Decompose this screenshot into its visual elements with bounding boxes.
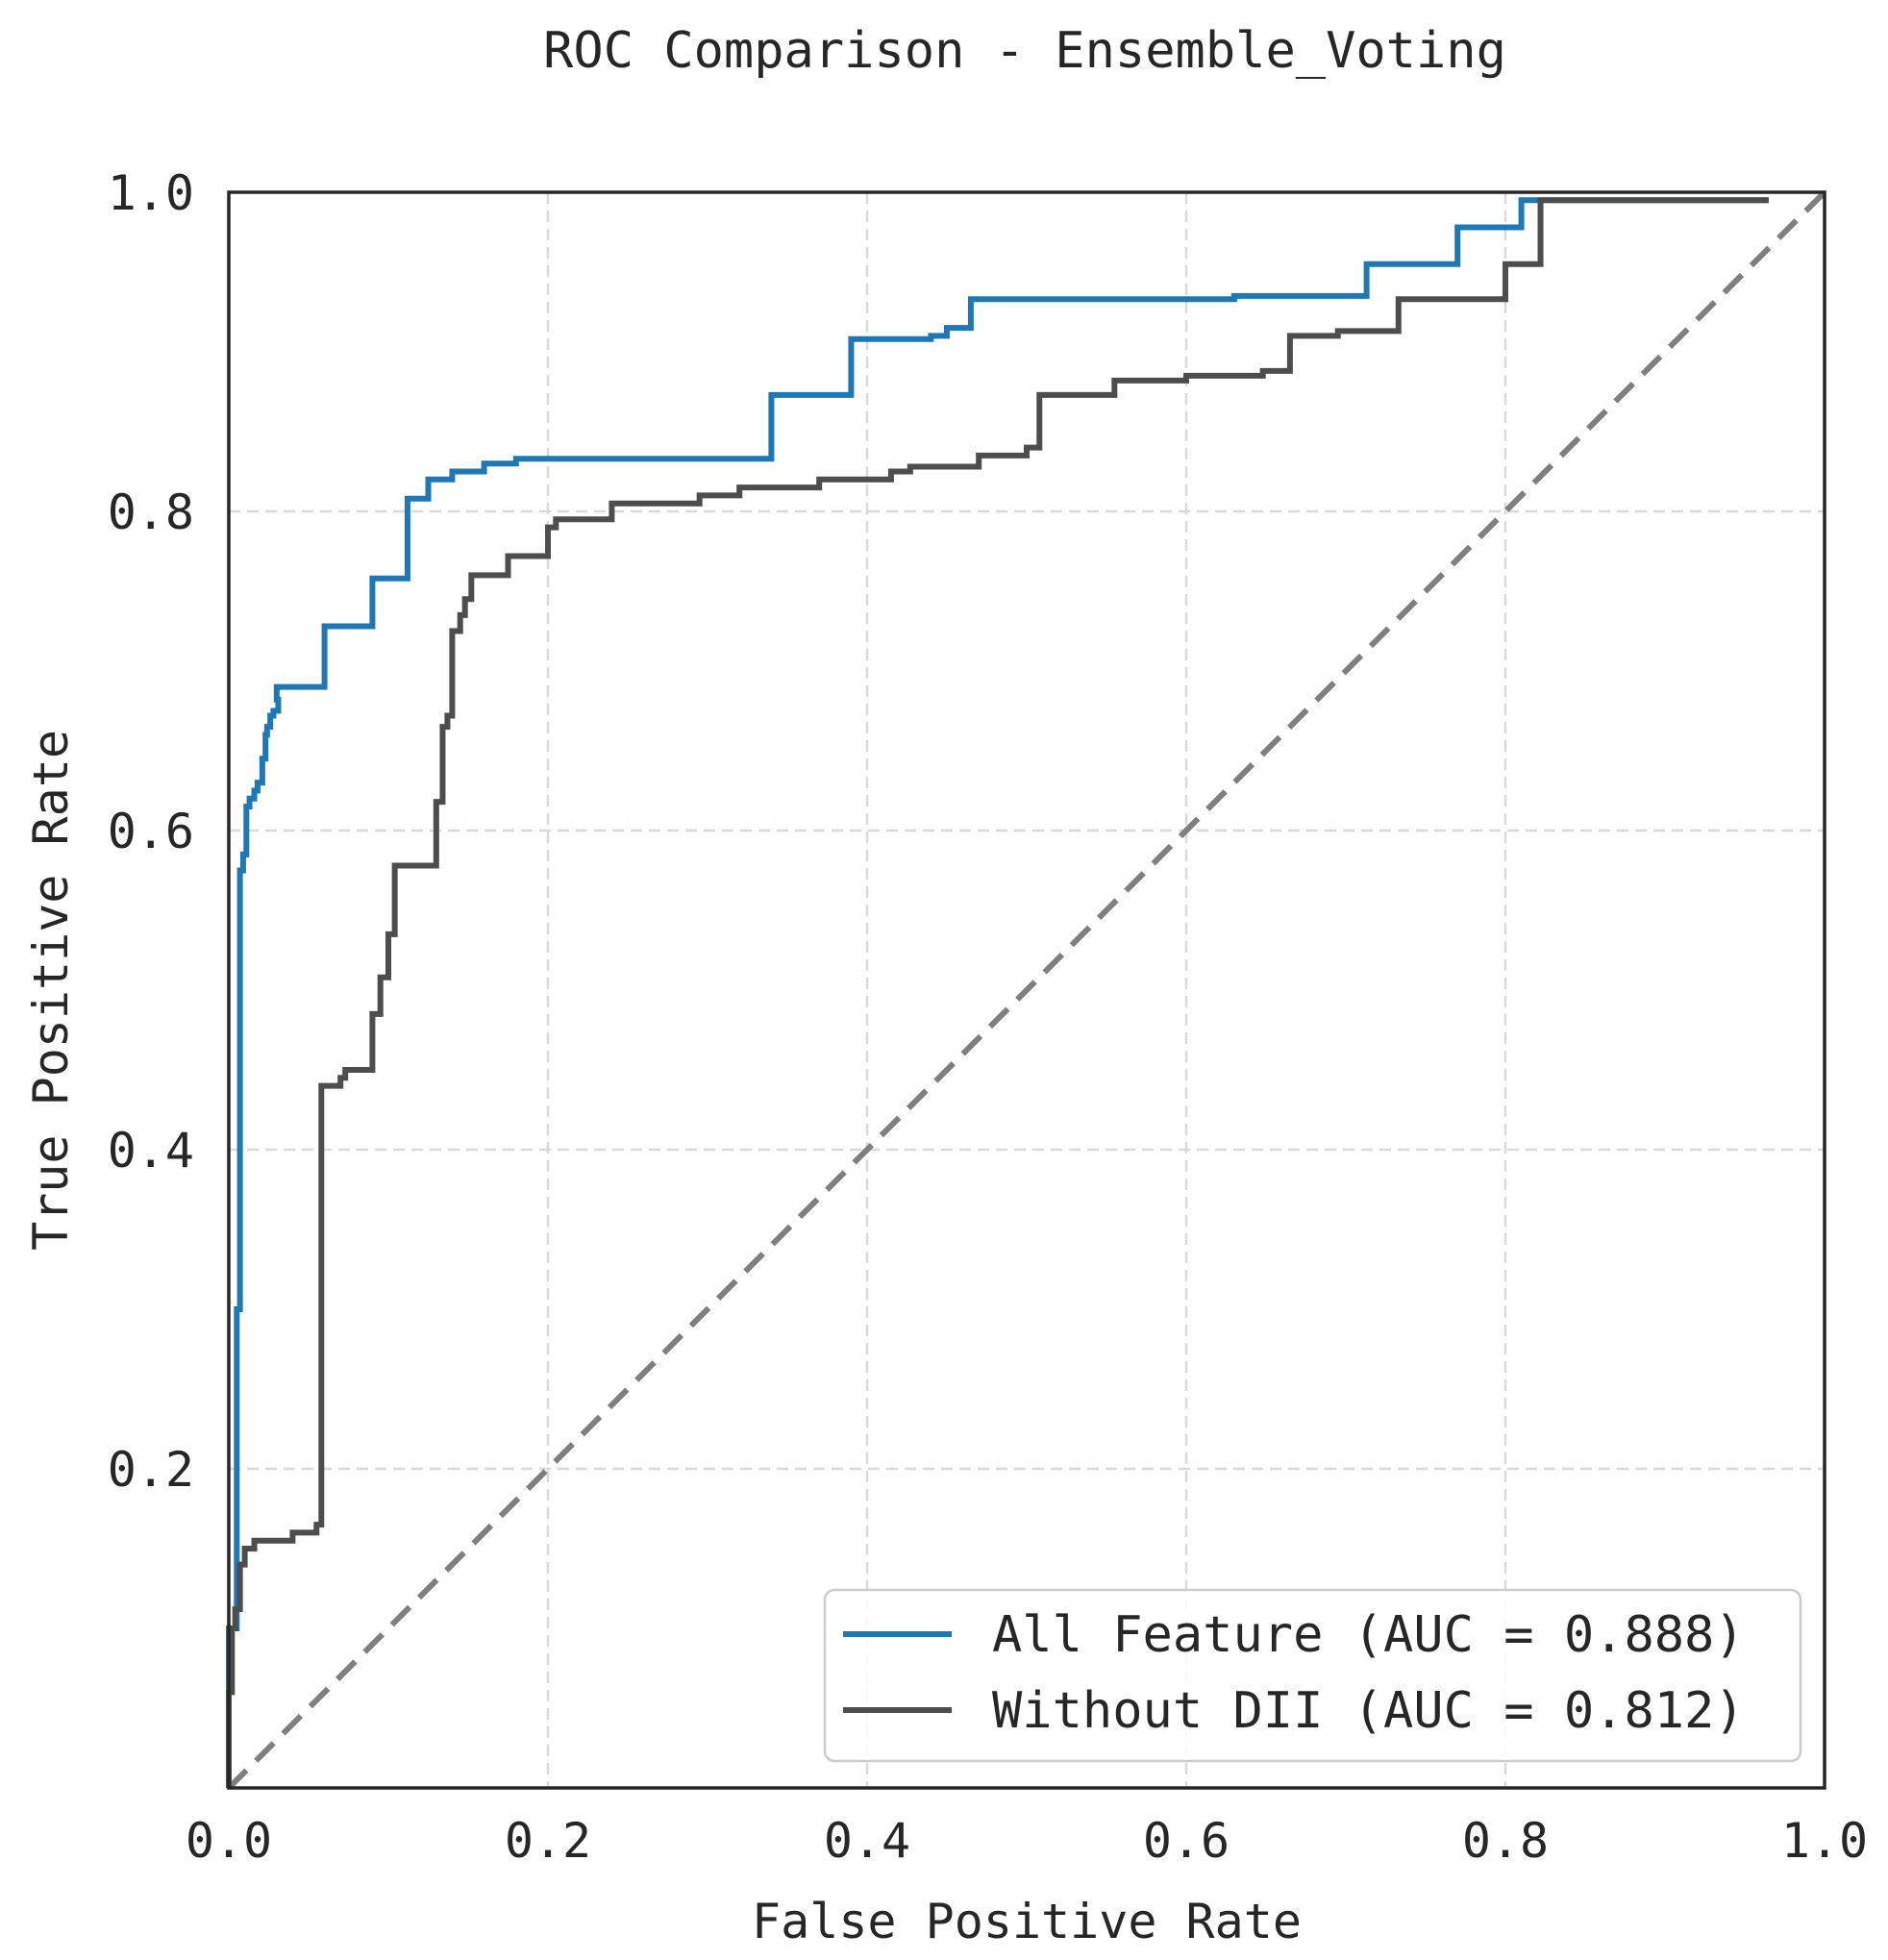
roc-curve-all-feature bbox=[226, 197, 1769, 1788]
legend-box bbox=[823, 1588, 1802, 1763]
x-tick-label: 0.0 bbox=[186, 1813, 272, 1869]
legend: All Feature (AUC = 0.888) Without DII (A… bbox=[823, 1588, 1802, 1763]
plot-frame bbox=[227, 190, 1826, 1790]
y-tick-label: 0.8 bbox=[108, 484, 194, 540]
roc-curve-without-dii bbox=[226, 197, 1769, 1788]
y-tick-label: 0.2 bbox=[108, 1442, 194, 1498]
x-axis-label: False Positive Rate bbox=[752, 1894, 1302, 1949]
x-tick-label: 0.2 bbox=[505, 1813, 591, 1869]
y-axis-label: True Positive Rate bbox=[23, 730, 79, 1251]
x-tick-label: 0.6 bbox=[1143, 1813, 1230, 1869]
x-tick-label: 1.0 bbox=[1781, 1813, 1868, 1869]
roc-curves bbox=[226, 197, 1769, 1788]
y-tick-label: 1.0 bbox=[108, 165, 194, 221]
y-tick-label: 0.6 bbox=[108, 804, 194, 859]
chance-diagonal-line bbox=[226, 189, 1827, 1791]
legend-label-all-feature: All Feature (AUC = 0.888) bbox=[992, 1606, 1745, 1664]
x-tick-label: 0.8 bbox=[1462, 1813, 1549, 1869]
tick-labels: 0.0 0.2 0.4 0.6 0.8 1.0 0.2 0.4 0.6 0.8 1.0 bbox=[108, 165, 1868, 1869]
chart-title: ROC Comparison - Ensemble_Voting bbox=[543, 22, 1506, 80]
y-tick-label: 0.4 bbox=[108, 1123, 194, 1178]
legend-label-without-dii: Without DII (AUC = 0.812) bbox=[992, 1682, 1745, 1740]
x-tick-label: 0.4 bbox=[824, 1813, 910, 1869]
